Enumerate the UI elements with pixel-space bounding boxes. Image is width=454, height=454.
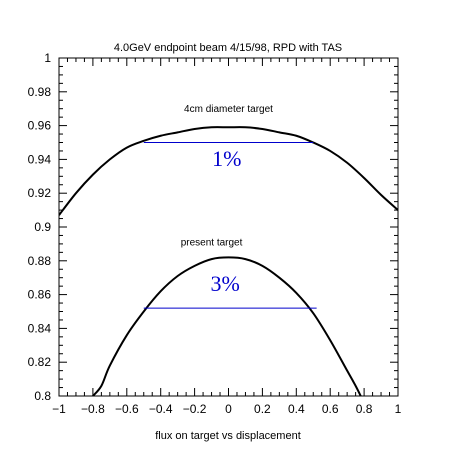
- x-tick-label: −0.8: [81, 402, 105, 416]
- y-tick-label: 0.86: [28, 288, 52, 302]
- x-tick-label: 0.8: [356, 402, 373, 416]
- percent-annotation: 1%: [212, 146, 241, 171]
- curve-label: 4cm diameter target: [184, 104, 273, 115]
- chart-title: 4.0GeV endpoint beam 4/15/98, RPD with T…: [114, 42, 342, 54]
- y-tick-label: 0.92: [28, 186, 52, 200]
- curve-label: present target: [181, 238, 243, 249]
- y-tick-label: 0.94: [28, 152, 52, 166]
- x-tick-label: −0.2: [183, 402, 207, 416]
- y-tick-label: 1: [44, 51, 51, 65]
- x-tick-label: −0.6: [115, 402, 139, 416]
- y-tick-label: 0.88: [28, 254, 52, 268]
- series-line-present-target: [92, 256, 362, 396]
- y-tick-label: 0.82: [28, 355, 52, 369]
- y-tick-label: 0.98: [28, 85, 52, 99]
- y-tick-label: 0.96: [28, 119, 52, 133]
- x-tick-label: −1: [52, 402, 66, 416]
- y-tick-label: 0.9: [34, 220, 51, 234]
- y-tick-label: 0.8: [34, 389, 51, 403]
- series-line-4cm-diameter-target: [59, 126, 398, 216]
- x-tick-label: 0.2: [254, 402, 271, 416]
- x-tick-label: 0: [225, 402, 232, 416]
- percent-annotation: 3%: [210, 271, 239, 296]
- x-tick-label: 0.6: [322, 402, 339, 416]
- x-axis-label: flux on target vs displacement: [155, 430, 301, 442]
- y-tick-label: 0.84: [28, 321, 52, 335]
- x-tick-label: 1: [395, 402, 402, 416]
- x-tick-label: −0.4: [149, 402, 173, 416]
- x-tick-label: 0.4: [288, 402, 305, 416]
- plot-area: −1 −0.8 −0.6 −0.4 −0.2 0 0.2 0.4 0.6 0.8 1 0.8 0.82 0…: [28, 51, 402, 416]
